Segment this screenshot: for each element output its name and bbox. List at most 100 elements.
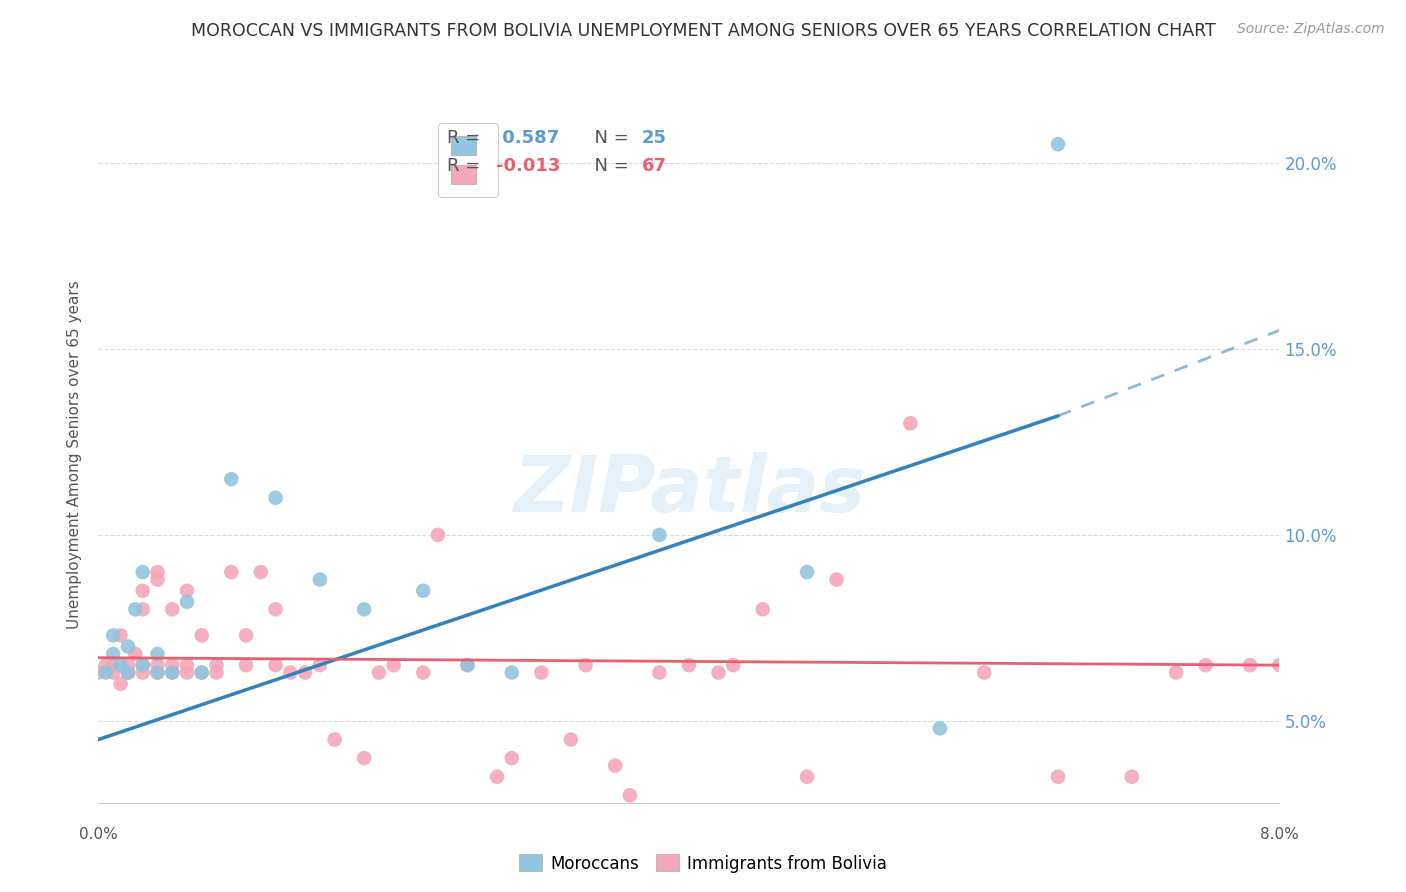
Point <box>353 751 375 765</box>
Text: MOROCCAN VS IMMIGRANTS FROM BOLIVIA UNEMPLOYMENT AMONG SENIORS OVER 65 YEARS COR: MOROCCAN VS IMMIGRANTS FROM BOLIVIA UNEM… <box>191 22 1215 40</box>
Point <box>973 665 995 680</box>
Point <box>146 565 169 579</box>
Point <box>132 602 155 616</box>
Point <box>132 583 155 598</box>
Point <box>191 665 214 680</box>
Point <box>103 647 125 661</box>
Point <box>648 528 671 542</box>
Point <box>110 658 132 673</box>
Point <box>721 658 744 673</box>
Text: Source: ZipAtlas.com: Source: ZipAtlas.com <box>1237 22 1385 37</box>
Point <box>485 770 508 784</box>
Point <box>103 628 125 642</box>
Point <box>1268 658 1291 673</box>
Point <box>87 665 110 680</box>
Point <box>235 628 257 642</box>
Point <box>176 665 198 680</box>
Point <box>176 583 198 598</box>
Point <box>648 665 671 680</box>
Text: ZIPatlas: ZIPatlas <box>513 451 865 528</box>
Point <box>1046 770 1069 784</box>
Point <box>308 573 332 587</box>
Point <box>117 665 139 680</box>
Point <box>825 573 848 587</box>
Point <box>1194 658 1216 673</box>
Point <box>796 565 818 579</box>
Point <box>264 491 287 505</box>
Point <box>308 658 332 673</box>
Point <box>264 658 287 673</box>
Point <box>456 658 478 673</box>
Point <box>574 658 596 673</box>
Point <box>146 665 169 680</box>
Point <box>412 665 434 680</box>
Point <box>146 573 169 587</box>
Point <box>124 602 146 616</box>
Point <box>501 751 523 765</box>
Point <box>250 565 273 579</box>
Point <box>294 665 316 680</box>
Point <box>605 758 627 772</box>
Point <box>117 658 139 673</box>
Text: N =: N = <box>582 157 634 175</box>
Point <box>219 565 242 579</box>
Point <box>146 647 169 661</box>
Text: 8.0%: 8.0% <box>1260 827 1299 841</box>
Point <box>928 722 950 736</box>
Point <box>619 789 641 803</box>
Point <box>412 583 434 598</box>
Point <box>751 602 773 616</box>
Point <box>1046 137 1069 152</box>
Point <box>132 665 155 680</box>
Point <box>323 732 346 747</box>
Point <box>103 658 125 673</box>
Point <box>1121 770 1143 784</box>
Text: 0.587: 0.587 <box>496 129 560 147</box>
Point <box>678 658 700 673</box>
Point <box>110 677 132 691</box>
Text: 67: 67 <box>641 157 666 175</box>
Point <box>426 528 449 542</box>
Point <box>94 665 117 680</box>
Point <box>132 658 155 673</box>
Point <box>176 595 198 609</box>
Point <box>94 658 117 673</box>
Point <box>146 665 169 680</box>
Point <box>235 658 257 673</box>
Point <box>191 665 214 680</box>
Text: -0.013: -0.013 <box>496 157 561 175</box>
Text: 0.0%: 0.0% <box>79 827 118 841</box>
Text: R =: R = <box>447 129 486 147</box>
Y-axis label: Unemployment Among Seniors over 65 years: Unemployment Among Seniors over 65 years <box>67 281 83 629</box>
Point <box>219 472 242 486</box>
Point <box>796 770 818 784</box>
Text: R =: R = <box>447 157 486 175</box>
Point <box>110 628 132 642</box>
Point <box>382 658 405 673</box>
Legend: , : , <box>439 123 498 197</box>
Point <box>176 658 198 673</box>
Point <box>900 417 922 431</box>
Point <box>205 665 228 680</box>
Point <box>162 602 183 616</box>
Point <box>162 658 183 673</box>
Text: 25: 25 <box>641 129 666 147</box>
Point <box>353 602 375 616</box>
Point <box>560 732 582 747</box>
Point <box>103 665 125 680</box>
Point <box>264 602 287 616</box>
Point <box>530 665 553 680</box>
Point <box>162 665 183 680</box>
Point <box>707 665 730 680</box>
Text: N =: N = <box>582 129 634 147</box>
Point <box>456 658 478 673</box>
Point <box>1239 658 1261 673</box>
Point <box>132 658 155 673</box>
Point <box>205 658 228 673</box>
Point <box>132 565 155 579</box>
Point <box>117 665 139 680</box>
Point <box>1164 665 1187 680</box>
Point <box>117 665 139 680</box>
Point <box>117 640 139 654</box>
Legend: Moroccans, Immigrants from Bolivia: Moroccans, Immigrants from Bolivia <box>512 847 894 880</box>
